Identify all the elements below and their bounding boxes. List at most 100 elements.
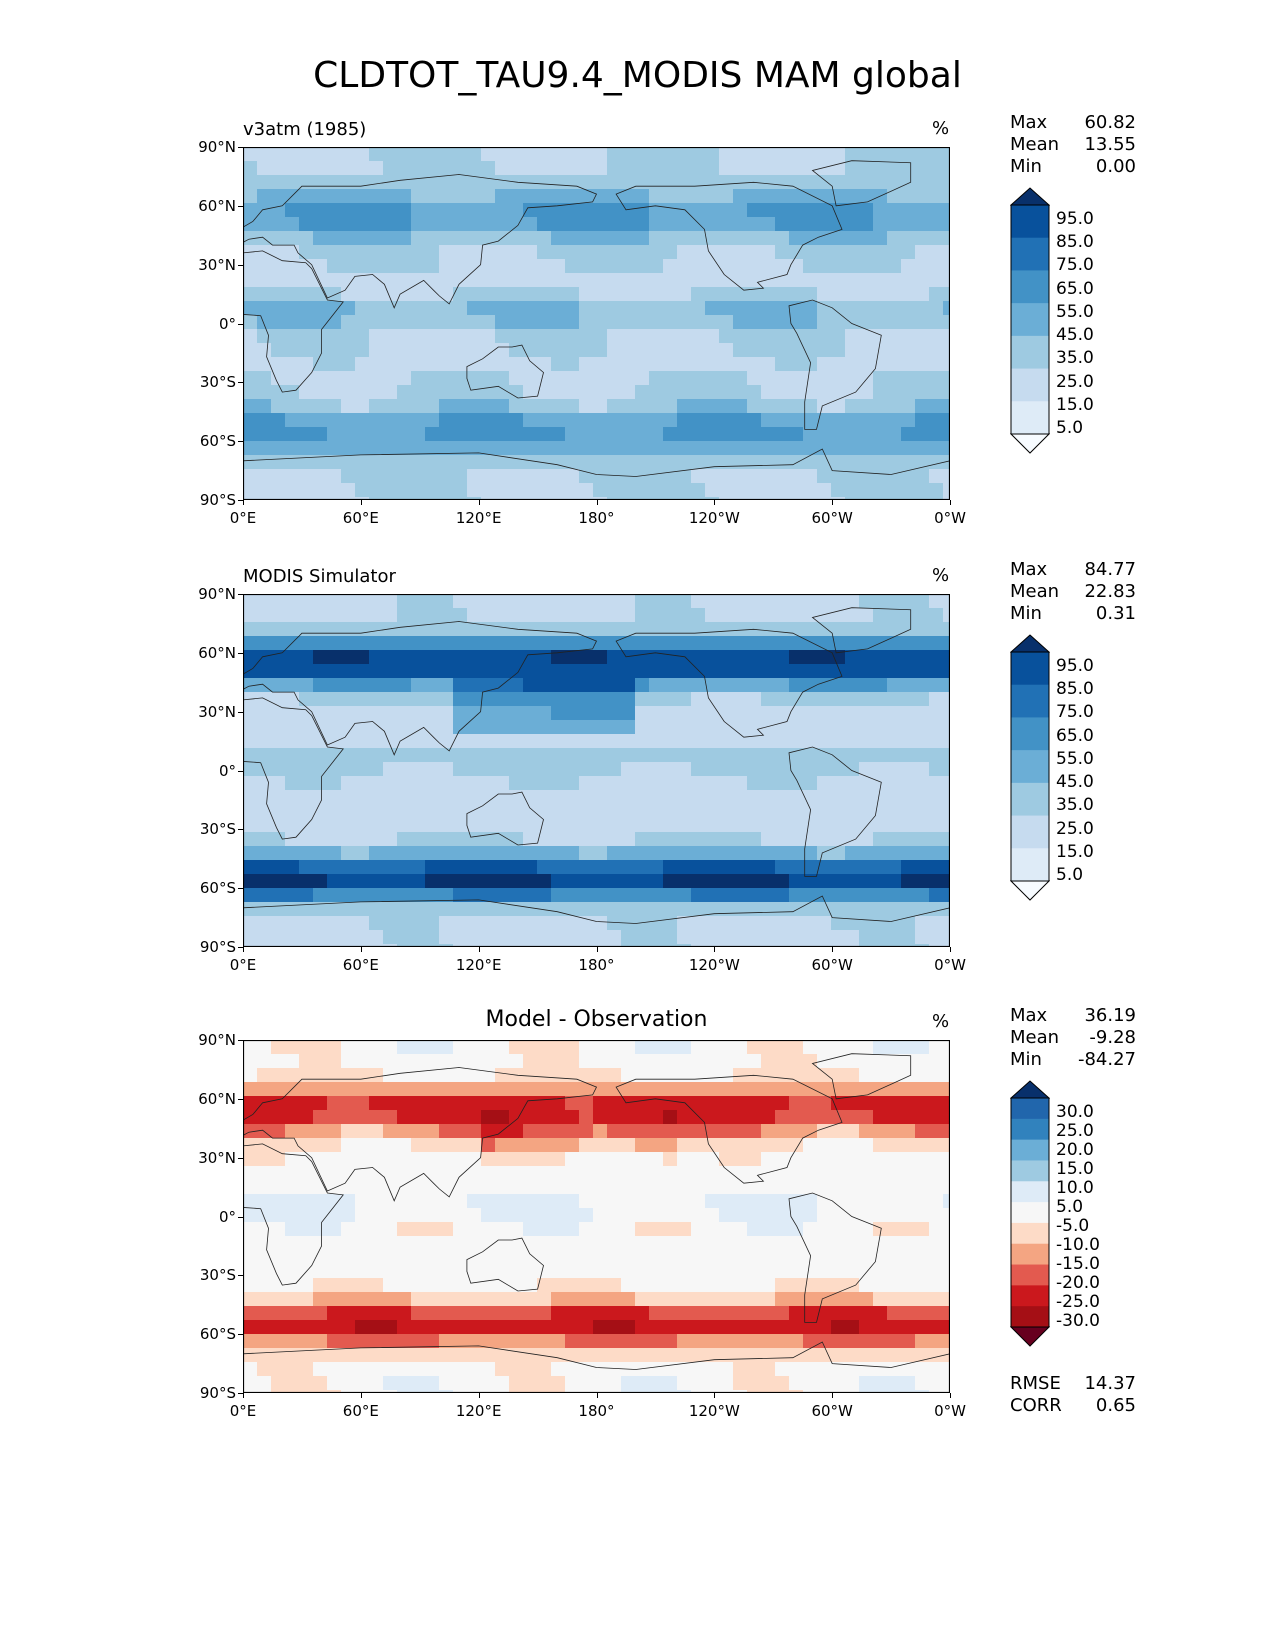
lat-tick-label: 90°S [199, 938, 236, 956]
panel-title: MODIS Simulator [243, 566, 396, 587]
lon-tick-label: 0°W [934, 1402, 966, 1420]
coastline [615, 628, 843, 738]
lon-tick [596, 1393, 598, 1398]
colorbar-tick-label: 45.0 [1056, 325, 1094, 346]
lat-tick-label: 60°N [198, 196, 236, 215]
metric-name: RMSE [1010, 1373, 1061, 1394]
stat-row: Mean -9.28 [1010, 1027, 1136, 1049]
lat-tick-label: 0° [218, 314, 236, 333]
lat-tick [238, 829, 243, 831]
stat-name: Mean [1010, 581, 1060, 602]
stat-value: 13.55 [1084, 134, 1136, 155]
unit-label: % [932, 1011, 950, 1032]
colorbar-tick-label: -10.0 [1056, 1235, 1100, 1255]
lat-tick-label: 60°S [199, 432, 236, 451]
lon-tick [714, 1393, 716, 1398]
colorbar-tick-label: 85.0 [1056, 232, 1094, 253]
lat-tick-label: 90°N [198, 585, 236, 603]
lat-tick [238, 594, 243, 595]
lon-tick-label: 180° [578, 956, 615, 974]
metric-name: CORR [1010, 1395, 1062, 1416]
stat-row: Max 36.19 [1010, 1005, 1136, 1027]
lon-tick [478, 500, 480, 505]
lon-tick-label: 60°W [811, 956, 853, 974]
lon-tick [243, 947, 244, 952]
lon-tick [832, 1393, 834, 1398]
lon-tick [832, 500, 834, 505]
lat-tick-label: 60°S [199, 879, 236, 898]
rmse-corr-box: RMSE 14.37 CORR 0.65 [1010, 1373, 1136, 1417]
lat-tick [238, 1040, 243, 1041]
stat-value: 60.82 [1084, 112, 1136, 133]
lat-tick [238, 205, 243, 207]
figure-title: CLDTOT_TAU9.4_MODIS MAM global [313, 55, 962, 96]
map-panel [243, 594, 950, 947]
lon-tick-label: 120°W [688, 1402, 740, 1420]
colorbar-tick-label: 35.0 [1056, 795, 1094, 816]
lon-tick-label: 0°W [934, 956, 966, 974]
stat-row: Max 84.77 [1010, 559, 1136, 581]
lat-tick-label: 30°S [199, 373, 236, 392]
coastline [243, 895, 950, 947]
lon-tick-label: 60°E [342, 956, 379, 974]
metric-row: RMSE 14.37 [1010, 1373, 1136, 1395]
colorbar-tick-label: 65.0 [1056, 725, 1094, 746]
lat-tick [238, 323, 243, 325]
lon-tick [243, 500, 244, 505]
map-panel [243, 1040, 950, 1393]
unit-label: % [932, 118, 950, 139]
lat-tick-label: 0° [218, 761, 236, 780]
stat-value: 36.19 [1084, 1005, 1136, 1026]
lon-tick [478, 947, 480, 952]
coastline [615, 1074, 843, 1184]
colorbar-tick-label: 5.0 [1056, 865, 1084, 885]
lon-tick [596, 947, 598, 952]
stat-name: Min [1010, 1049, 1042, 1070]
stat-value: 0.31 [1095, 603, 1136, 624]
coastline [466, 1237, 544, 1292]
lat-tick-label: 30°N [198, 1148, 236, 1167]
coastline [466, 791, 544, 846]
colorbar-tick-label: 20.0 [1056, 1140, 1094, 1160]
colorbar-tick-label: 35.0 [1056, 348, 1094, 369]
lon-tick [596, 500, 598, 505]
lon-tick [950, 947, 951, 952]
colorbar-tick-label: -25.0 [1056, 1292, 1100, 1312]
colorbar-tick-label: -30.0 [1056, 1311, 1100, 1331]
stat-row: Max 60.82 [1010, 112, 1136, 134]
map-panel [243, 147, 950, 500]
coastline [243, 1341, 950, 1393]
coastline [811, 1053, 912, 1100]
colorbar [1009, 634, 1051, 905]
stat-row: Mean 13.55 [1010, 134, 1136, 156]
lat-tick-label: 30°S [199, 820, 236, 839]
colorbar-tick-label: 30.0 [1056, 1102, 1094, 1122]
lat-tick [238, 1275, 243, 1277]
lat-tick [238, 770, 243, 772]
lon-tick-label: 0°W [934, 509, 966, 527]
lon-tick [950, 500, 951, 505]
coastline [243, 250, 344, 393]
colorbar-tick-label: 75.0 [1056, 255, 1094, 276]
stat-value: 22.83 [1084, 581, 1136, 602]
colorbar-tick-label: 75.0 [1056, 702, 1094, 723]
coastline [243, 1143, 344, 1286]
colorbar-tick-label: 85.0 [1056, 679, 1094, 700]
lon-tick [360, 500, 362, 505]
stat-value: -84.27 [1077, 1049, 1136, 1070]
lat-tick-label: 90°S [199, 491, 236, 509]
coastline [811, 160, 912, 207]
lon-tick [360, 947, 362, 952]
lat-tick-label: 0° [218, 1207, 236, 1226]
lon-tick-label: 120°W [688, 509, 740, 527]
panel-title: Model - Observation [485, 1007, 708, 1032]
lon-tick-label: 0°E [229, 1402, 257, 1420]
stat-name: Mean [1010, 134, 1060, 155]
lat-tick [238, 147, 243, 148]
colorbar-tick-label: 25.0 [1056, 1121, 1094, 1141]
lon-tick-label: 180° [578, 1402, 615, 1420]
lon-tick-label: 120°W [688, 956, 740, 974]
coastline [466, 344, 544, 399]
lon-tick-label: 60°E [342, 509, 379, 527]
colorbar-tick-label: -20.0 [1056, 1273, 1100, 1293]
